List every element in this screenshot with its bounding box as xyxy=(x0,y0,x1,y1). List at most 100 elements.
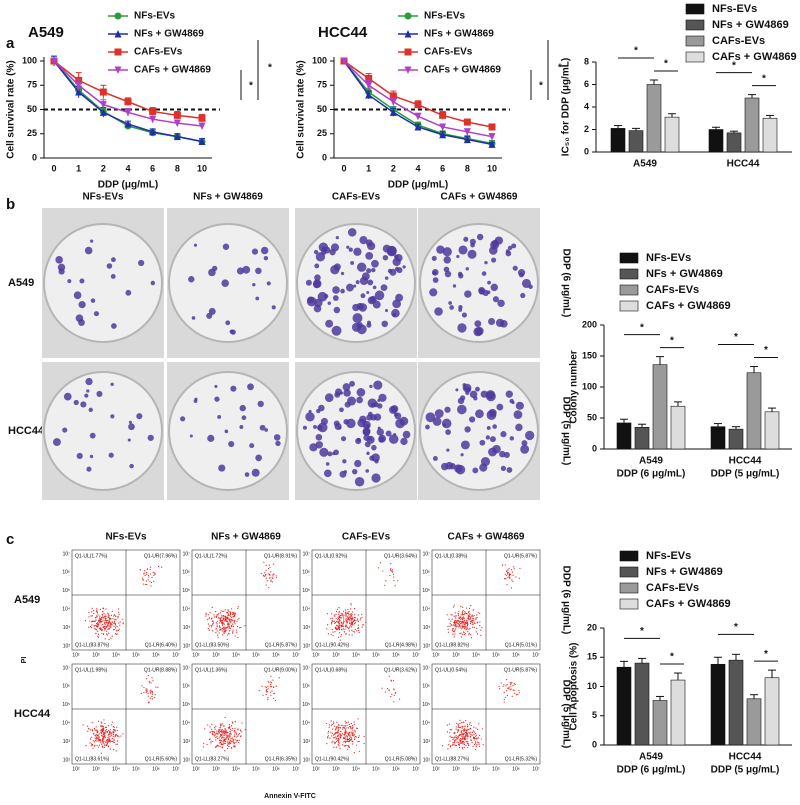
event xyxy=(512,574,514,576)
event xyxy=(452,606,455,608)
significance-label: * xyxy=(670,652,674,663)
event xyxy=(354,614,356,616)
colony xyxy=(377,426,381,430)
event xyxy=(337,727,340,729)
event xyxy=(347,721,349,723)
event xyxy=(100,629,102,632)
event xyxy=(453,737,455,739)
event xyxy=(333,746,335,748)
y-tick-label: 75 xyxy=(27,80,37,90)
colony xyxy=(492,444,501,454)
event xyxy=(232,615,234,618)
event xyxy=(337,740,340,743)
event xyxy=(334,622,336,625)
event xyxy=(466,733,469,735)
event xyxy=(388,675,390,677)
event xyxy=(114,730,116,732)
event xyxy=(238,617,240,620)
colony xyxy=(331,325,342,336)
colony xyxy=(208,268,216,277)
event xyxy=(116,626,118,628)
event xyxy=(467,619,470,621)
event xyxy=(346,727,348,729)
event xyxy=(92,733,95,735)
marker xyxy=(404,48,412,56)
event xyxy=(393,694,395,696)
event xyxy=(229,613,232,615)
colony xyxy=(475,386,480,392)
event xyxy=(219,745,221,747)
event xyxy=(328,726,330,728)
event xyxy=(236,741,238,743)
event xyxy=(475,618,477,620)
event xyxy=(149,581,151,583)
event xyxy=(108,740,110,742)
event xyxy=(100,624,102,626)
event xyxy=(105,617,107,620)
colony xyxy=(343,470,348,474)
flow-y-tick-label: 10² xyxy=(303,643,311,649)
event xyxy=(382,570,384,572)
event xyxy=(507,573,509,575)
event xyxy=(518,692,520,694)
colony xyxy=(455,464,466,475)
event xyxy=(336,608,338,610)
event xyxy=(350,618,352,620)
colony xyxy=(333,263,341,271)
event xyxy=(107,622,109,624)
panel-label: a xyxy=(6,35,15,52)
event xyxy=(97,739,100,741)
event xyxy=(507,569,509,571)
event xyxy=(209,612,211,614)
event xyxy=(232,623,234,625)
event xyxy=(227,634,229,636)
event xyxy=(356,727,358,730)
colony xyxy=(444,406,451,413)
event xyxy=(394,692,396,694)
marker xyxy=(463,128,471,136)
event xyxy=(102,739,104,741)
event xyxy=(472,609,474,611)
colony xyxy=(500,465,507,471)
event xyxy=(105,625,107,627)
colony xyxy=(511,243,517,249)
event xyxy=(451,614,453,616)
event xyxy=(114,623,117,625)
event xyxy=(261,685,263,687)
event xyxy=(98,746,100,748)
event xyxy=(91,736,93,738)
event xyxy=(102,731,104,733)
event xyxy=(337,729,339,732)
event xyxy=(509,689,511,691)
colony xyxy=(255,267,262,275)
event xyxy=(91,730,94,732)
event xyxy=(229,618,231,620)
event xyxy=(230,612,232,614)
colony xyxy=(473,327,483,337)
colony xyxy=(127,438,131,442)
event xyxy=(230,742,232,744)
event xyxy=(330,732,332,734)
event xyxy=(480,634,482,636)
colony xyxy=(455,388,459,392)
colony xyxy=(449,462,456,470)
event xyxy=(449,625,451,627)
event xyxy=(233,743,235,745)
event xyxy=(453,739,456,741)
flow-y-tick-label: 10⁵ xyxy=(302,588,310,594)
colony xyxy=(302,425,307,430)
event xyxy=(468,633,470,635)
colony xyxy=(513,410,523,419)
event xyxy=(274,699,276,702)
event xyxy=(348,634,350,636)
event xyxy=(457,741,460,743)
event xyxy=(216,630,218,632)
quadrant-label: Q1-LR(5.32%) xyxy=(505,756,538,762)
event xyxy=(349,614,351,616)
event xyxy=(349,726,352,728)
marker xyxy=(389,108,397,116)
colony xyxy=(382,244,391,253)
event xyxy=(334,725,336,727)
event xyxy=(350,734,352,736)
event xyxy=(111,635,113,637)
